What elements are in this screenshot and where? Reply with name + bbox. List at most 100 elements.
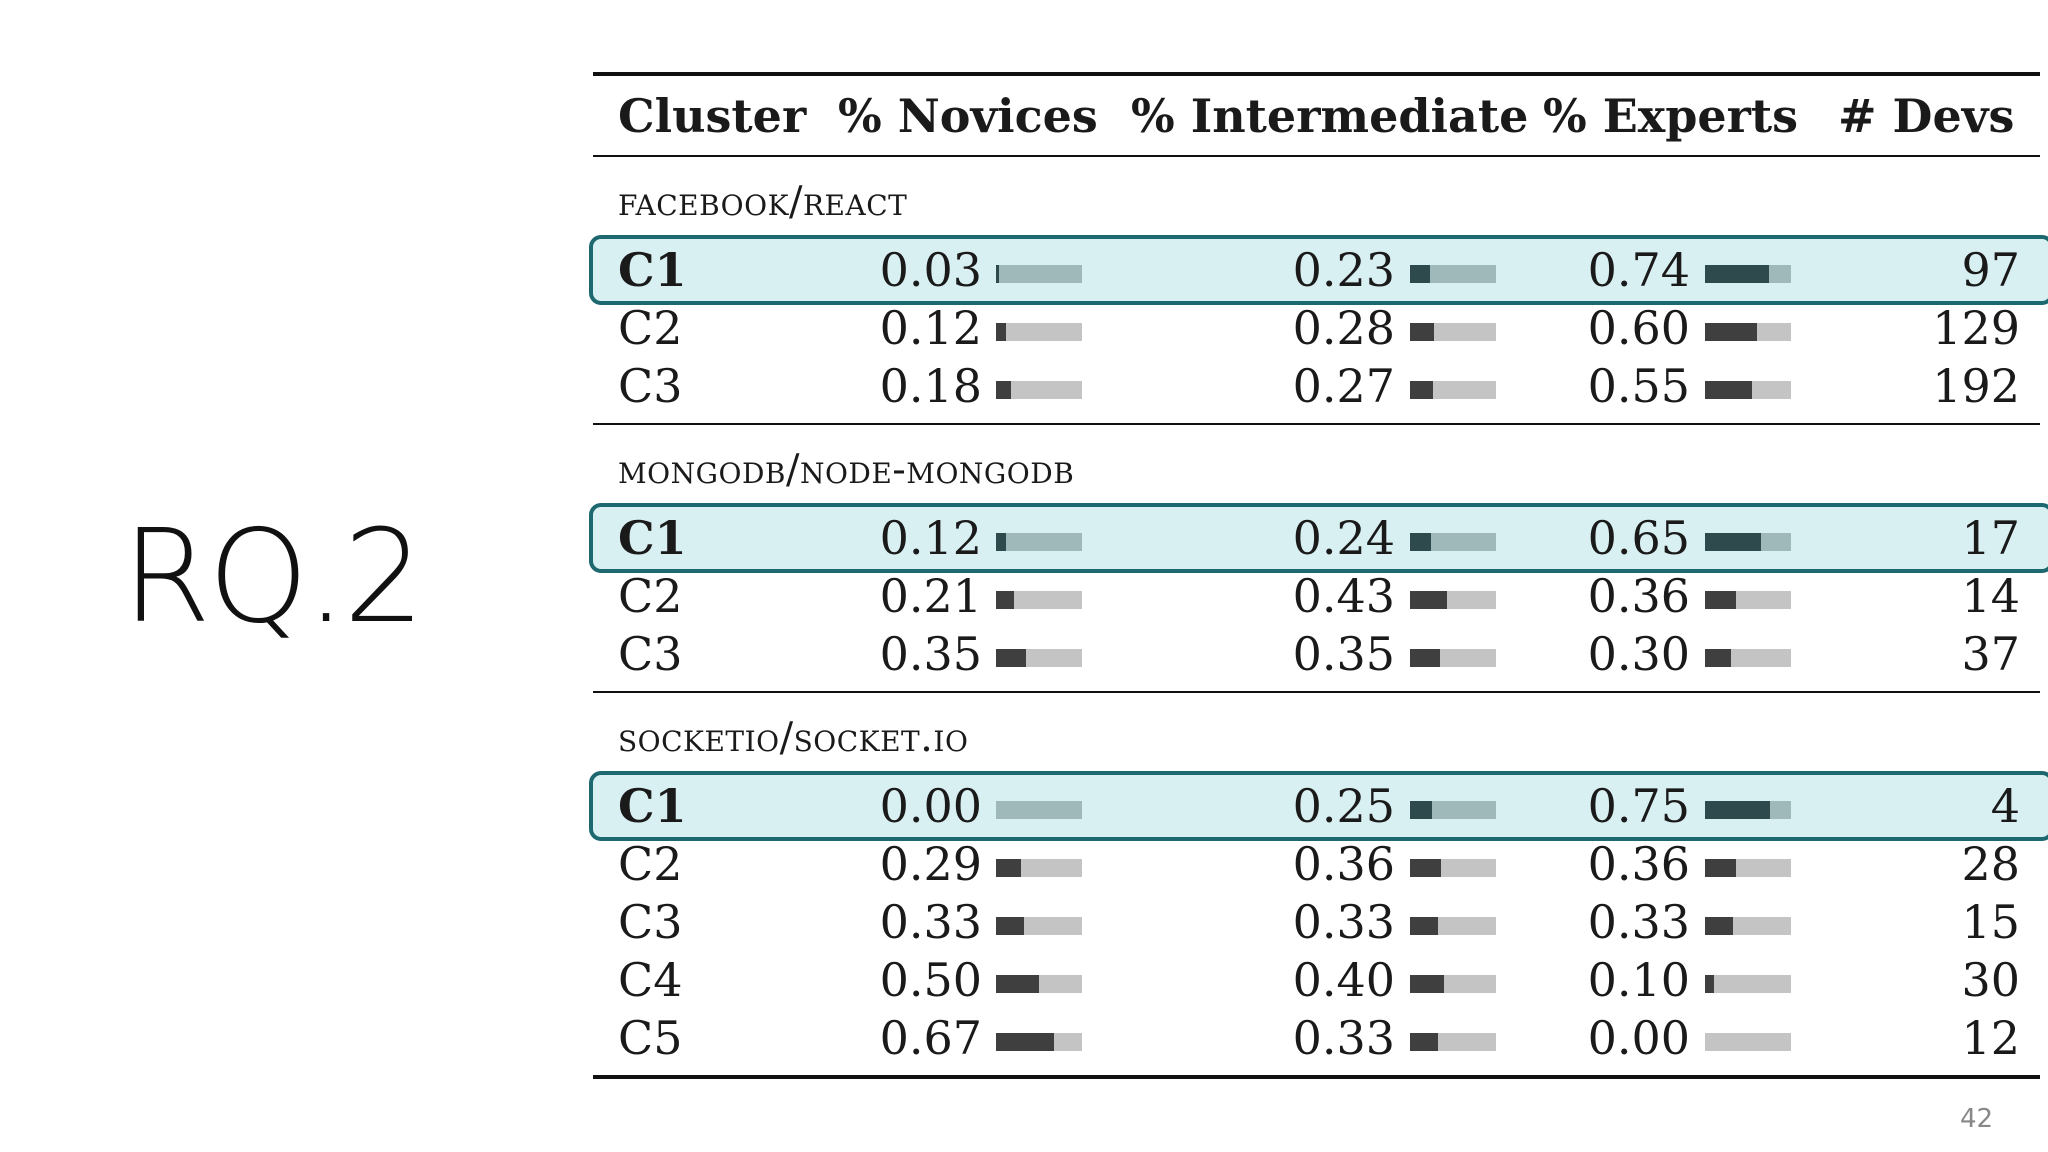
experts-value: 0.33 bbox=[1587, 895, 1690, 949]
intermediate-bar bbox=[1410, 649, 1496, 667]
group-bottom-rule bbox=[593, 1075, 2040, 1079]
experts-value: 0.65 bbox=[1587, 511, 1690, 565]
novices-bar bbox=[996, 801, 1082, 819]
experts-bar bbox=[1705, 917, 1791, 935]
intermediate-value: 0.36 bbox=[1292, 837, 1395, 891]
novices-value: 0.00 bbox=[879, 779, 982, 833]
experts-bar-fill bbox=[1705, 323, 1757, 341]
cluster-cell: C3 bbox=[618, 895, 683, 949]
experts-value: 0.10 bbox=[1587, 953, 1690, 1007]
group-bottom-rule bbox=[593, 691, 2040, 693]
experts-value: 0.36 bbox=[1587, 569, 1690, 623]
devs-value: 37 bbox=[1961, 627, 2020, 681]
cluster-cell: C2 bbox=[618, 301, 683, 355]
intermediate-bar bbox=[1410, 1033, 1496, 1051]
highlighted-row-box bbox=[589, 771, 2048, 841]
group-label: socketio/socket.io bbox=[618, 715, 969, 761]
group-label: facebook/react bbox=[618, 179, 908, 225]
novices-bar-fill bbox=[996, 649, 1027, 667]
table-top-rule bbox=[593, 72, 2040, 76]
intermediate-value: 0.35 bbox=[1292, 627, 1395, 681]
cluster-cell: C1 bbox=[618, 243, 687, 297]
experts-bar bbox=[1705, 533, 1791, 551]
experts-bar bbox=[1705, 323, 1791, 341]
header-experts: % Experts bbox=[1543, 89, 1799, 143]
novices-value: 0.03 bbox=[879, 243, 982, 297]
intermediate-bar-fill bbox=[1410, 649, 1441, 667]
experts-bar-fill bbox=[1705, 533, 1761, 551]
experts-bar bbox=[1705, 859, 1791, 877]
intermediate-bar-fill bbox=[1410, 859, 1441, 877]
experts-bar bbox=[1705, 381, 1791, 399]
novices-bar bbox=[996, 917, 1082, 935]
devs-value: 97 bbox=[1961, 243, 2020, 297]
experts-bar-fill bbox=[1705, 917, 1734, 935]
intermediate-value: 0.27 bbox=[1292, 359, 1395, 413]
intermediate-bar bbox=[1410, 591, 1496, 609]
devs-value: 12 bbox=[1961, 1011, 2020, 1065]
novices-value: 0.18 bbox=[879, 359, 982, 413]
experts-bar-fill bbox=[1705, 801, 1770, 819]
intermediate-bar-fill bbox=[1410, 381, 1434, 399]
experts-value: 0.36 bbox=[1587, 837, 1690, 891]
table-row: C2 0.12 0.28 0.60 129 bbox=[0, 299, 2048, 357]
novices-value: 0.29 bbox=[879, 837, 982, 891]
experts-value: 0.00 bbox=[1587, 1011, 1690, 1065]
table-row: C2 0.29 0.36 0.36 28 bbox=[0, 835, 2048, 893]
experts-bar bbox=[1705, 265, 1791, 283]
cluster-cell: C3 bbox=[618, 627, 683, 681]
novices-bar-fill bbox=[996, 975, 1039, 993]
cluster-cell: C1 bbox=[618, 779, 687, 833]
intermediate-bar-fill bbox=[1410, 265, 1430, 283]
experts-bar-fill bbox=[1705, 859, 1736, 877]
table-row: C3 0.18 0.27 0.55 192 bbox=[0, 357, 2048, 415]
experts-value: 0.60 bbox=[1587, 301, 1690, 355]
experts-bar bbox=[1705, 591, 1791, 609]
cluster-cell: C5 bbox=[618, 1011, 683, 1065]
group-bottom-rule bbox=[593, 423, 2040, 425]
experts-bar bbox=[1705, 801, 1791, 819]
devs-value: 129 bbox=[1932, 301, 2020, 355]
devs-value: 15 bbox=[1961, 895, 2020, 949]
devs-value: 30 bbox=[1961, 953, 2020, 1007]
novices-value: 0.33 bbox=[879, 895, 982, 949]
intermediate-bar-fill bbox=[1410, 533, 1431, 551]
highlighted-row-box bbox=[589, 235, 2048, 305]
cluster-cell: C4 bbox=[618, 953, 683, 1007]
group-label: mongodb/node-mongodb bbox=[618, 447, 1075, 493]
intermediate-bar-fill bbox=[1410, 1033, 1439, 1051]
header-novices: % Novices bbox=[838, 89, 1098, 143]
experts-bar-fill bbox=[1705, 381, 1753, 399]
intermediate-bar bbox=[1410, 381, 1496, 399]
novices-bar bbox=[996, 265, 1082, 283]
header-cluster: Cluster bbox=[618, 89, 807, 143]
intermediate-value: 0.28 bbox=[1292, 301, 1395, 355]
intermediate-bar bbox=[1410, 533, 1496, 551]
intermediate-bar bbox=[1410, 917, 1496, 935]
intermediate-bar-fill bbox=[1410, 801, 1432, 819]
header-intermediate: % Intermediate bbox=[1131, 89, 1529, 143]
novices-bar-fill bbox=[996, 1033, 1054, 1051]
novices-value: 0.50 bbox=[879, 953, 982, 1007]
cluster-cell: C1 bbox=[618, 511, 687, 565]
page-number: 42 bbox=[1960, 1104, 1994, 1134]
experts-bar-fill bbox=[1705, 975, 1714, 993]
novices-value: 0.12 bbox=[879, 511, 982, 565]
header-rule bbox=[593, 155, 2040, 157]
intermediate-value: 0.33 bbox=[1292, 895, 1395, 949]
experts-value: 0.75 bbox=[1587, 779, 1690, 833]
intermediate-bar bbox=[1410, 265, 1496, 283]
novices-bar-fill bbox=[996, 859, 1021, 877]
cluster-cell: C3 bbox=[618, 359, 683, 413]
experts-bar bbox=[1705, 649, 1791, 667]
table-row: C1 0.03 0.23 0.74 97 bbox=[0, 241, 2048, 299]
table-row: C5 0.67 0.33 0.00 12 bbox=[0, 1009, 2048, 1067]
slide-title: RQ.2 bbox=[122, 503, 425, 652]
intermediate-bar bbox=[1410, 323, 1496, 341]
novices-bar-fill bbox=[996, 381, 1012, 399]
table-row: C1 0.12 0.24 0.65 17 bbox=[0, 509, 2048, 567]
novices-value: 0.35 bbox=[879, 627, 982, 681]
experts-bar-fill bbox=[1705, 649, 1731, 667]
intermediate-bar-fill bbox=[1410, 917, 1439, 935]
novices-bar bbox=[996, 591, 1082, 609]
